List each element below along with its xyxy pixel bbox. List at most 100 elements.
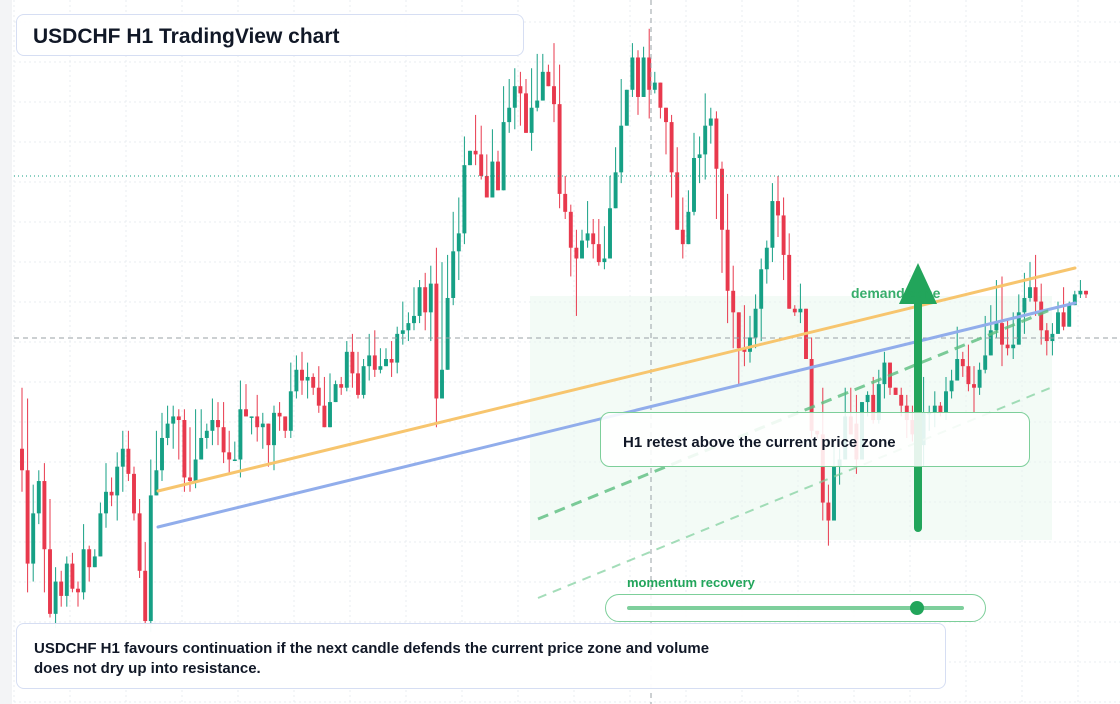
candle-body <box>652 82 657 90</box>
candle-body <box>468 150 472 166</box>
candle-body <box>1028 287 1032 298</box>
candle-body <box>64 563 69 596</box>
candle-body <box>882 362 887 385</box>
candle-body <box>983 355 988 370</box>
candle-body <box>748 337 752 352</box>
candle-body <box>658 82 663 108</box>
candle-body <box>361 366 366 395</box>
candle-body <box>120 448 125 467</box>
candle-body <box>232 459 237 462</box>
candle-body <box>725 229 730 291</box>
candle-body <box>344 351 349 388</box>
candle-body <box>820 434 825 503</box>
candle-body <box>647 57 652 90</box>
candle-body <box>776 201 780 216</box>
candle-body <box>697 154 702 158</box>
candle-body <box>977 369 982 388</box>
candle-body <box>591 233 596 245</box>
candle-body <box>20 448 24 471</box>
candle-body <box>277 412 282 417</box>
candle-body <box>333 384 338 403</box>
candle-body <box>440 369 444 399</box>
price-scale-strip <box>0 0 12 704</box>
candle-body <box>473 150 478 155</box>
candle-body <box>384 359 388 367</box>
bullish-arrow-head <box>899 263 937 304</box>
candle-body <box>1039 301 1044 331</box>
candle-body <box>406 323 411 331</box>
candle-body <box>955 359 960 381</box>
candle-body <box>395 333 400 363</box>
candle-body <box>372 355 377 370</box>
candle-body <box>1078 290 1083 295</box>
candle-body <box>865 394 870 403</box>
candle-body <box>960 359 965 367</box>
candle-body <box>501 122 506 191</box>
candle-body <box>412 315 416 324</box>
candle-body <box>356 373 360 395</box>
candle-body <box>608 208 612 259</box>
candle-body <box>764 247 769 270</box>
candle-body <box>193 459 198 482</box>
candle-body <box>311 376 316 388</box>
candle-body <box>826 502 831 521</box>
candle-body <box>1072 294 1077 306</box>
candle-body <box>949 380 954 392</box>
candle-body <box>176 416 181 421</box>
candle-body <box>512 86 517 108</box>
candle-body <box>484 175 489 198</box>
candle-body <box>770 201 775 248</box>
candle-body <box>692 157 696 212</box>
candle-body <box>98 513 103 557</box>
candle-body <box>899 394 904 406</box>
candle-body <box>1000 323 1004 345</box>
candle-body <box>283 416 288 431</box>
momentum-gauge <box>605 594 986 622</box>
candle-body <box>1005 344 1010 349</box>
candle-body <box>832 466 836 521</box>
candle-body <box>322 405 327 428</box>
candle-body <box>42 481 47 550</box>
candle-body <box>669 122 674 173</box>
candle-body <box>742 348 747 352</box>
candle-body <box>48 549 52 614</box>
candle-body <box>972 384 976 388</box>
momentum-knob[interactable] <box>909 601 924 615</box>
title-panel: USDCHF H1 TradingView chart <box>16 14 524 56</box>
candle-body <box>1011 344 1016 349</box>
candle-body <box>305 376 310 381</box>
candle-body <box>255 416 260 428</box>
candle-body <box>389 359 394 363</box>
candle-body <box>596 244 601 263</box>
candle-body <box>160 437 164 471</box>
candle-body <box>350 351 355 374</box>
candle-body <box>809 359 814 431</box>
summary-text: USDCHF H1 favours continuation if the ne… <box>34 640 710 677</box>
candle-body <box>400 330 405 334</box>
candle-body <box>260 423 265 428</box>
candle-body <box>36 481 41 514</box>
candle-body <box>1067 305 1072 327</box>
candle-body <box>104 491 108 514</box>
candle-body <box>81 549 86 593</box>
candle-body <box>126 448 131 474</box>
candle-body <box>143 570 148 622</box>
candle-body <box>445 297 450 370</box>
candle-body <box>367 355 372 367</box>
candle-body <box>204 430 209 438</box>
candle-body <box>288 391 293 431</box>
candle-body <box>792 308 797 313</box>
chart-title: USDCHF H1 TradingView chart <box>33 25 340 48</box>
candle-body <box>1084 290 1088 295</box>
candle-body <box>1044 330 1049 342</box>
candle-body <box>70 563 75 589</box>
candle-body <box>714 118 719 169</box>
candle-body <box>417 287 422 316</box>
candle-body <box>188 477 192 482</box>
candle-body <box>708 118 713 126</box>
candle-body <box>585 233 590 241</box>
candle-body <box>378 366 383 370</box>
candle-body <box>244 409 248 417</box>
candle-body <box>557 104 562 194</box>
